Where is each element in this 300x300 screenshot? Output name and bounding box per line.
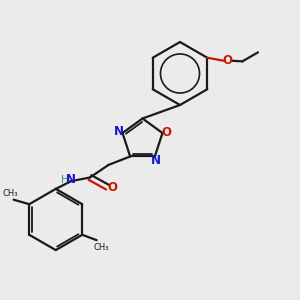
Text: O: O (223, 54, 233, 67)
Text: O: O (161, 126, 171, 139)
Text: N: N (66, 173, 76, 186)
Text: N: N (151, 154, 161, 166)
Text: H: H (61, 175, 69, 184)
Text: O: O (108, 181, 118, 194)
Text: CH₃: CH₃ (3, 189, 18, 198)
Text: CH₃: CH₃ (93, 243, 109, 252)
Text: N: N (114, 125, 124, 138)
